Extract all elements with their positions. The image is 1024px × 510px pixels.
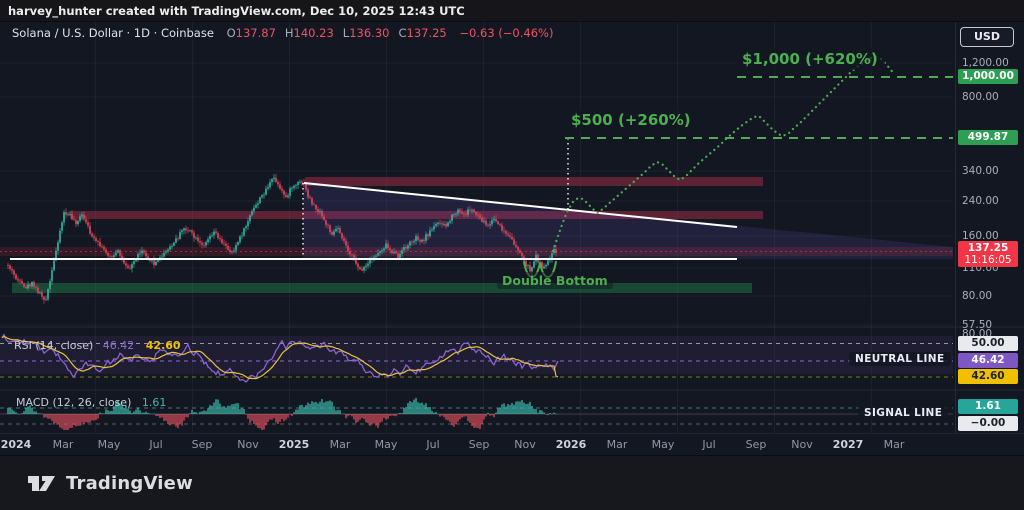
time-axis-label: May xyxy=(651,438,675,451)
time-axis-label: 2026 xyxy=(555,438,587,451)
time-axis-label: Sep xyxy=(745,438,767,451)
price-scale-label: 1,000.00 xyxy=(958,69,1018,84)
price-scale-label: 42.60 xyxy=(958,369,1018,384)
ohlc-token: L136.30 xyxy=(342,26,390,40)
footer-bar: TradingView xyxy=(0,455,1024,510)
attribution-text: harvey_hunter created with TradingView.c… xyxy=(8,4,465,18)
time-axis-label: May xyxy=(374,438,398,451)
price-scale-label: 800.00 xyxy=(962,91,999,103)
time-axis-label: Mar xyxy=(606,438,628,451)
last-price-badge: 137.25 11:16:05 xyxy=(958,241,1018,267)
target-1000-label[interactable]: $1,000 (+620%) xyxy=(735,48,885,70)
macd-legend[interactable]: MACD (12, 26, close) 1.61 xyxy=(16,396,166,409)
macd-value: 1.61 xyxy=(141,396,167,409)
neutral-line-label[interactable]: NEUTRAL LINE xyxy=(849,352,951,366)
symbol-info-row[interactable]: Solana / U.S. Dollar · 1D · Coinbase O13… xyxy=(12,26,553,40)
rsi-legend-title: RSI (14, close) xyxy=(14,339,94,352)
price-scale-label: 46.42 xyxy=(958,353,1018,368)
time-axis-label: 2024 xyxy=(0,438,32,451)
time-axis-label: 2027 xyxy=(832,438,864,451)
time-axis-label: Sep xyxy=(468,438,490,451)
time-axis-label: Jul xyxy=(426,438,440,451)
ohlc-token: H140.23 xyxy=(284,26,334,40)
price-scale-label: 240.00 xyxy=(962,195,999,207)
currency-toggle-button[interactable]: USD xyxy=(960,27,1014,47)
attribution-bar: harvey_hunter created with TradingView.c… xyxy=(0,0,1024,22)
time-axis-label: Mar xyxy=(329,438,351,451)
price-scale[interactable]: 1,200.00 1,000.00 800.00 499.87 340.00 240.00… xyxy=(956,22,1024,433)
price-change: −0.63 (−0.46%) xyxy=(459,26,554,40)
price-scale-label: 50.00 xyxy=(958,336,1018,351)
price-scale-label: 1.61 xyxy=(958,399,1018,414)
price-scale-label: 57.50 xyxy=(962,319,993,331)
price-scale-label: −0.00 xyxy=(958,416,1018,431)
time-axis-label: Nov xyxy=(514,438,536,451)
symbol-title: Solana / U.S. Dollar · 1D · Coinbase xyxy=(12,26,214,40)
price-scale-label: 80.00 xyxy=(962,290,993,302)
time-axis-label: Nov xyxy=(791,438,813,451)
time-axis-label: 2025 xyxy=(278,438,310,451)
time-axis-label: Nov xyxy=(237,438,259,451)
time-axis-label: Mar xyxy=(883,438,905,451)
price-scale-label: 1,200.00 xyxy=(962,57,1009,69)
time-axis[interactable]: 2024 Mar May Jul Sep Nov 2025 Mar May Jul Sep Nov 20… xyxy=(0,433,1024,455)
time-axis-label: Jul xyxy=(702,438,716,451)
price-scale-label: 499.87 xyxy=(958,130,1018,145)
rsi-value: 46.42 xyxy=(102,339,135,352)
rsi-ma-value: 42.60 xyxy=(145,339,181,352)
ohlc-token: O137.87 xyxy=(226,26,276,40)
time-axis-label: Jul xyxy=(149,438,163,451)
price-scale-label: 160.00 xyxy=(962,230,999,242)
time-axis-label: Sep xyxy=(191,438,213,451)
signal-line-label[interactable]: SIGNAL LINE xyxy=(858,406,949,420)
ohlc-token: C137.25 xyxy=(398,26,447,40)
time-axis-label: Mar xyxy=(52,438,74,451)
price-scale-label: 340.00 xyxy=(962,165,999,177)
brand-name: TradingView xyxy=(66,472,193,494)
double-bottom-label[interactable]: Double Bottom xyxy=(497,272,613,289)
macd-legend-title: MACD (12, 26, close) xyxy=(16,396,132,409)
rsi-legend[interactable]: RSI (14, close) 46.42 42.60 xyxy=(14,339,181,352)
ohlc-values: O137.87 H140.23 L136.30 C137.25 xyxy=(227,26,456,40)
time-axis-label: May xyxy=(97,438,121,451)
target-500-label[interactable]: $500 (+260%) xyxy=(564,109,698,131)
tradingview-logo-icon xyxy=(28,475,55,491)
